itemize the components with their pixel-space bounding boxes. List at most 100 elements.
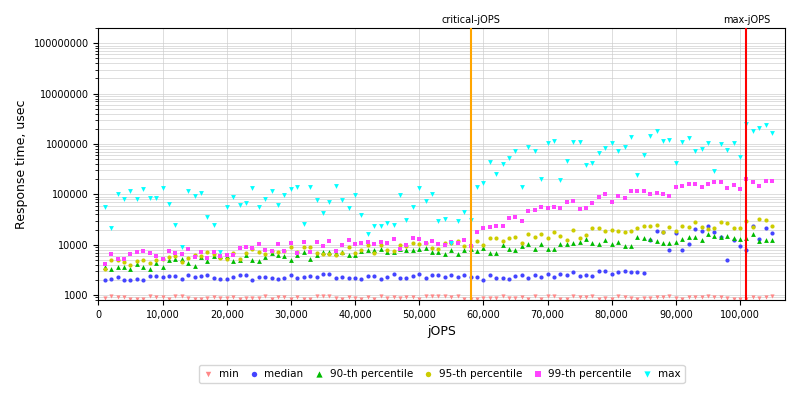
95-th percentile <box>676 223 689 229</box>
99-th percentile <box>406 235 419 241</box>
99-th percentile <box>201 254 214 261</box>
99-th percentile <box>528 207 541 213</box>
median <box>612 269 625 275</box>
95-th percentile <box>124 262 137 268</box>
min <box>253 294 266 301</box>
99-th percentile <box>496 223 509 229</box>
max <box>458 208 470 215</box>
max <box>509 148 522 154</box>
99-th percentile <box>239 244 252 250</box>
90-th percentile <box>470 248 483 254</box>
max <box>631 172 644 178</box>
99-th percentile <box>98 261 111 268</box>
99-th percentile <box>464 243 477 249</box>
min <box>657 294 670 300</box>
max <box>663 137 676 143</box>
max <box>740 121 753 127</box>
99-th percentile <box>759 177 772 184</box>
max <box>606 140 618 146</box>
95-th percentile <box>400 242 413 249</box>
99-th percentile <box>105 250 118 257</box>
median <box>298 273 310 280</box>
90-th percentile <box>445 246 458 253</box>
90-th percentile <box>644 236 657 242</box>
95-th percentile <box>285 244 298 250</box>
99-th percentile <box>618 194 631 201</box>
95-th percentile <box>734 224 746 231</box>
99-th percentile <box>567 198 580 204</box>
90-th percentile <box>682 234 695 240</box>
99-th percentile <box>317 242 330 249</box>
max <box>496 161 509 168</box>
99-th percentile <box>534 204 547 210</box>
99-th percentile <box>682 181 695 187</box>
min <box>721 294 734 301</box>
95-th percentile <box>137 257 150 263</box>
max <box>708 168 721 174</box>
99-th percentile <box>721 185 734 192</box>
min <box>207 294 220 300</box>
median <box>111 274 124 280</box>
90-th percentile <box>330 249 342 256</box>
min <box>246 295 259 301</box>
min <box>689 293 702 300</box>
90-th percentile <box>721 233 734 240</box>
min <box>682 294 695 300</box>
min <box>98 295 111 301</box>
min <box>298 296 310 302</box>
max <box>644 133 657 140</box>
min <box>330 295 342 301</box>
95-th percentile <box>650 222 663 228</box>
min <box>663 293 676 299</box>
95-th percentile <box>766 223 778 229</box>
90-th percentile <box>580 236 593 243</box>
min <box>349 294 362 301</box>
99-th percentile <box>291 250 304 256</box>
95-th percentile <box>246 246 259 252</box>
95-th percentile <box>490 235 502 242</box>
min <box>259 293 272 300</box>
99-th percentile <box>394 246 406 252</box>
95-th percentile <box>547 229 560 235</box>
min <box>638 295 650 301</box>
95-th percentile <box>194 253 207 259</box>
max <box>599 144 612 151</box>
95-th percentile <box>214 255 226 262</box>
max <box>541 140 554 146</box>
90-th percentile <box>515 243 528 250</box>
90-th percentile <box>606 241 618 247</box>
min <box>580 294 593 300</box>
median <box>567 269 580 275</box>
min <box>702 293 714 300</box>
max <box>766 130 778 136</box>
median <box>150 273 162 279</box>
90-th percentile <box>188 263 201 269</box>
99-th percentile <box>266 248 278 254</box>
99-th percentile <box>349 241 362 248</box>
max <box>502 155 515 161</box>
max <box>310 197 323 204</box>
95-th percentile <box>753 216 766 222</box>
90-th percentile <box>522 241 534 247</box>
median <box>740 247 753 253</box>
min <box>143 293 156 299</box>
min <box>586 293 599 300</box>
95-th percentile <box>682 223 695 230</box>
min <box>278 294 291 300</box>
max <box>336 197 349 204</box>
99-th percentile <box>130 249 143 255</box>
99-th percentile <box>727 182 740 189</box>
max <box>266 188 278 194</box>
99-th percentile <box>374 239 387 246</box>
90-th percentile <box>593 241 606 248</box>
max <box>625 134 638 140</box>
90-th percentile <box>451 251 464 258</box>
max <box>534 176 547 182</box>
median <box>759 225 772 231</box>
90-th percentile <box>432 248 445 255</box>
90-th percentile <box>618 242 631 249</box>
95-th percentile <box>496 238 509 245</box>
max <box>567 138 580 145</box>
99-th percentile <box>124 250 137 257</box>
min <box>483 295 496 301</box>
